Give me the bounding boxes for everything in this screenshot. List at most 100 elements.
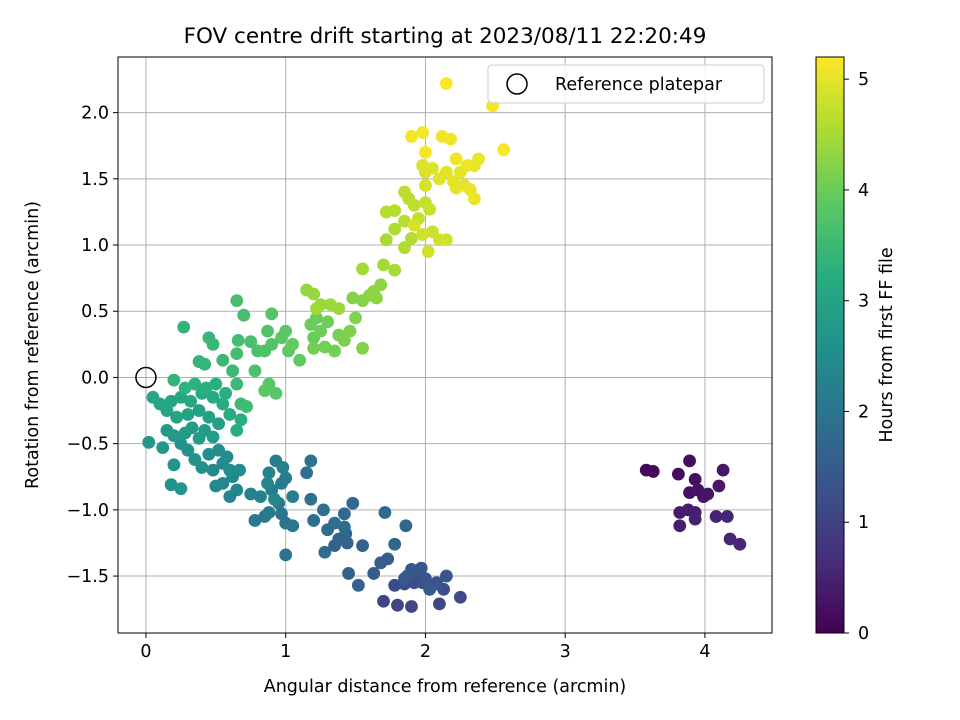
data-point (671, 467, 685, 481)
data-point (307, 514, 321, 527)
data-point (379, 233, 393, 247)
y-tick-label: −0.5 (67, 435, 110, 455)
data-point (307, 341, 321, 355)
y-axis-ticks: −1.5 −1.0 −0.5 0.0 0.5 1.0 1.5 2.0 (67, 104, 118, 587)
data-point (230, 483, 244, 497)
data-point (399, 519, 413, 533)
data-point (433, 597, 446, 611)
data-point (230, 347, 244, 361)
data-point (181, 408, 195, 421)
data-point (378, 506, 392, 519)
x-tick-label: 0 (140, 642, 151, 662)
data-point (216, 397, 230, 411)
data-point (407, 218, 421, 232)
data-point (265, 307, 279, 321)
data-point (398, 572, 411, 586)
x-tick-label: 2 (420, 642, 431, 662)
data-point (356, 341, 369, 355)
data-point (388, 204, 402, 218)
data-point (398, 241, 411, 255)
data-point (199, 381, 213, 395)
data-point (209, 377, 223, 391)
data-point (343, 324, 357, 338)
data-point (337, 333, 351, 347)
data-point (206, 463, 220, 477)
data-point (202, 447, 216, 461)
data-point (254, 490, 267, 504)
colorbar (815, 56, 845, 634)
data-point (206, 390, 220, 404)
data-point (423, 582, 437, 596)
plot-frame (117, 56, 773, 634)
data-point (733, 537, 747, 551)
data-point (230, 424, 244, 437)
x-tick-label: 1 (280, 642, 291, 662)
data-point (346, 496, 360, 510)
y-tick-label: −1.5 (67, 567, 110, 587)
data-point (416, 126, 430, 139)
data-point (328, 344, 342, 358)
data-point (275, 507, 288, 521)
data-point (206, 337, 220, 351)
data-point (216, 353, 230, 367)
data-point (683, 454, 696, 468)
data-point (202, 410, 216, 424)
data-point (279, 324, 293, 338)
data-point (261, 324, 274, 338)
data-point (269, 386, 283, 400)
data-point (712, 479, 726, 493)
colorbar-ticks: 0 1 2 3 4 5 (844, 70, 869, 644)
colorbar-tick-label: 3 (858, 292, 869, 312)
data-point (304, 492, 318, 506)
y-tick-label: 2.0 (81, 104, 109, 124)
data-point (293, 353, 307, 367)
data-point (337, 507, 351, 521)
colorbar-tick-label: 1 (858, 513, 869, 533)
data-point (439, 165, 453, 179)
data-point (279, 548, 293, 562)
legend-box (487, 64, 765, 104)
data-point (300, 466, 314, 480)
data-point (223, 463, 237, 477)
data-point (405, 563, 418, 576)
data-point (164, 394, 178, 408)
legend: Reference platepar (487, 64, 765, 104)
data-points (142, 77, 747, 613)
data-point (231, 333, 245, 347)
data-point (351, 578, 365, 592)
chart-title: FOV centre drift starting at 2023/08/11 … (184, 24, 707, 49)
data-point (356, 262, 369, 276)
y-tick-label: −1.0 (67, 501, 110, 521)
data-point (377, 258, 390, 272)
data-point (248, 364, 262, 378)
data-point (317, 503, 330, 517)
x-axis-ticks: 0 1 2 3 4 (140, 633, 710, 662)
data-point (398, 185, 411, 199)
data-point (391, 598, 404, 612)
data-point (185, 421, 199, 435)
data-point (177, 320, 191, 334)
y-axis-label: Rotation from reference (arcmin) (23, 201, 43, 489)
data-point (716, 463, 730, 477)
data-point (439, 569, 453, 583)
data-point (198, 357, 212, 371)
y-tick-label: 0.0 (81, 368, 109, 388)
data-point (184, 394, 198, 408)
data-point (178, 381, 192, 395)
data-point (381, 552, 395, 566)
data-point (167, 429, 181, 443)
data-point (673, 519, 687, 533)
data-point (405, 130, 418, 143)
data-point (688, 473, 702, 486)
legend-label: Reference platepar (555, 75, 723, 95)
data-point (416, 159, 430, 172)
data-point (723, 532, 737, 546)
data-point (286, 519, 300, 533)
data-point (268, 492, 281, 506)
data-point (265, 337, 279, 351)
data-point (405, 232, 418, 245)
x-tick-label: 3 (560, 642, 571, 662)
data-point (709, 510, 723, 523)
data-point (230, 377, 244, 391)
